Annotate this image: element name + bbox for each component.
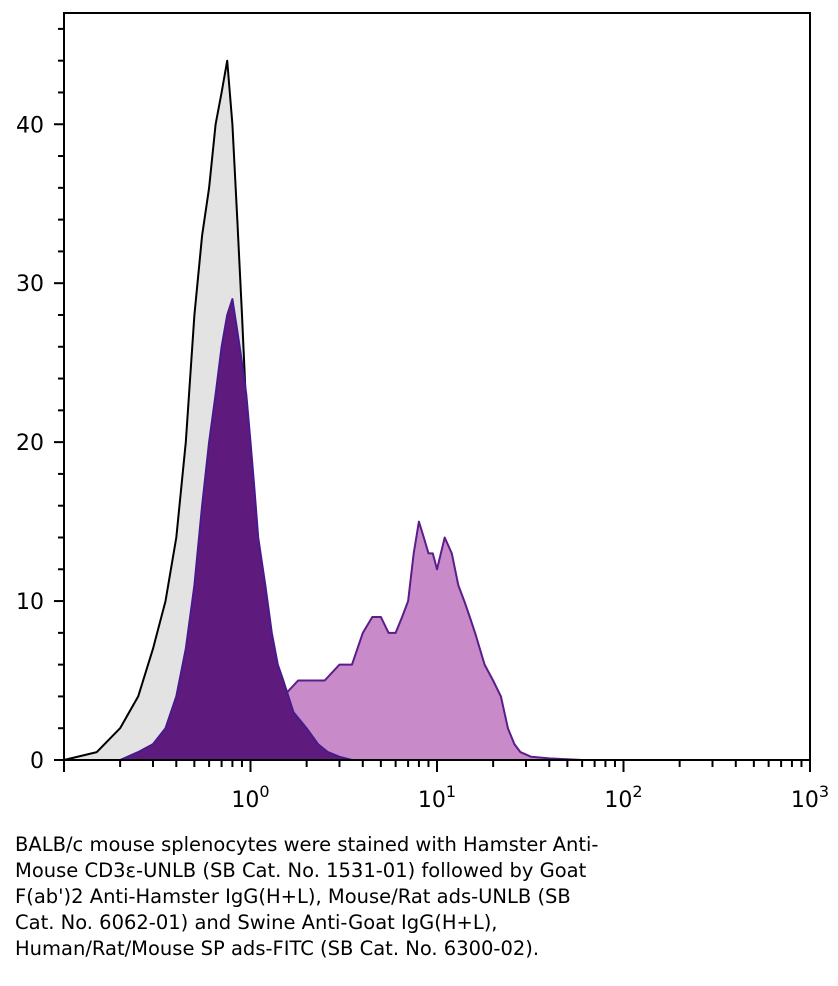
caption-line: BALB/c mouse splenocytes were stained wi… bbox=[15, 833, 599, 856]
figure-caption: BALB/c mouse splenocytes were stained wi… bbox=[15, 832, 735, 962]
y-tick-label: 40 bbox=[16, 113, 44, 138]
y-tick-label: 0 bbox=[30, 749, 44, 774]
series-line bbox=[249, 520, 624, 761]
histogram-chart: 0 10 20 30 40 100 101 102 103 bbox=[16, 12, 829, 813]
series-layer bbox=[63, 59, 624, 761]
caption-line: Cat. No. 6062-01) and Swine Anti-Goat Ig… bbox=[15, 911, 498, 934]
y-tick-label: 20 bbox=[16, 431, 44, 456]
y-tick-label: 10 bbox=[16, 590, 44, 615]
caption-line: Human/Rat/Mouse SP ads-FITC (SB Cat. No.… bbox=[15, 937, 540, 960]
x-tick-label: 101 bbox=[418, 782, 456, 813]
series-area bbox=[250, 521, 624, 760]
x-tick-label: 100 bbox=[231, 782, 269, 813]
y-tick-label: 30 bbox=[16, 272, 44, 297]
caption-line: F(ab')2 Anti-Hamster IgG(H+L), Mouse/Rat… bbox=[15, 885, 571, 908]
y-axis: 0 10 20 30 40 bbox=[16, 27, 64, 774]
x-tick-label: 102 bbox=[604, 782, 642, 813]
caption-line: Mouse CD3ε-UNLB (SB Cat. No. 1531-01) fo… bbox=[15, 859, 587, 882]
x-axis: 100 101 102 103 bbox=[63, 760, 829, 813]
series-area bbox=[120, 299, 352, 760]
series-line bbox=[119, 298, 353, 761]
x-tick-label: 103 bbox=[791, 782, 829, 813]
